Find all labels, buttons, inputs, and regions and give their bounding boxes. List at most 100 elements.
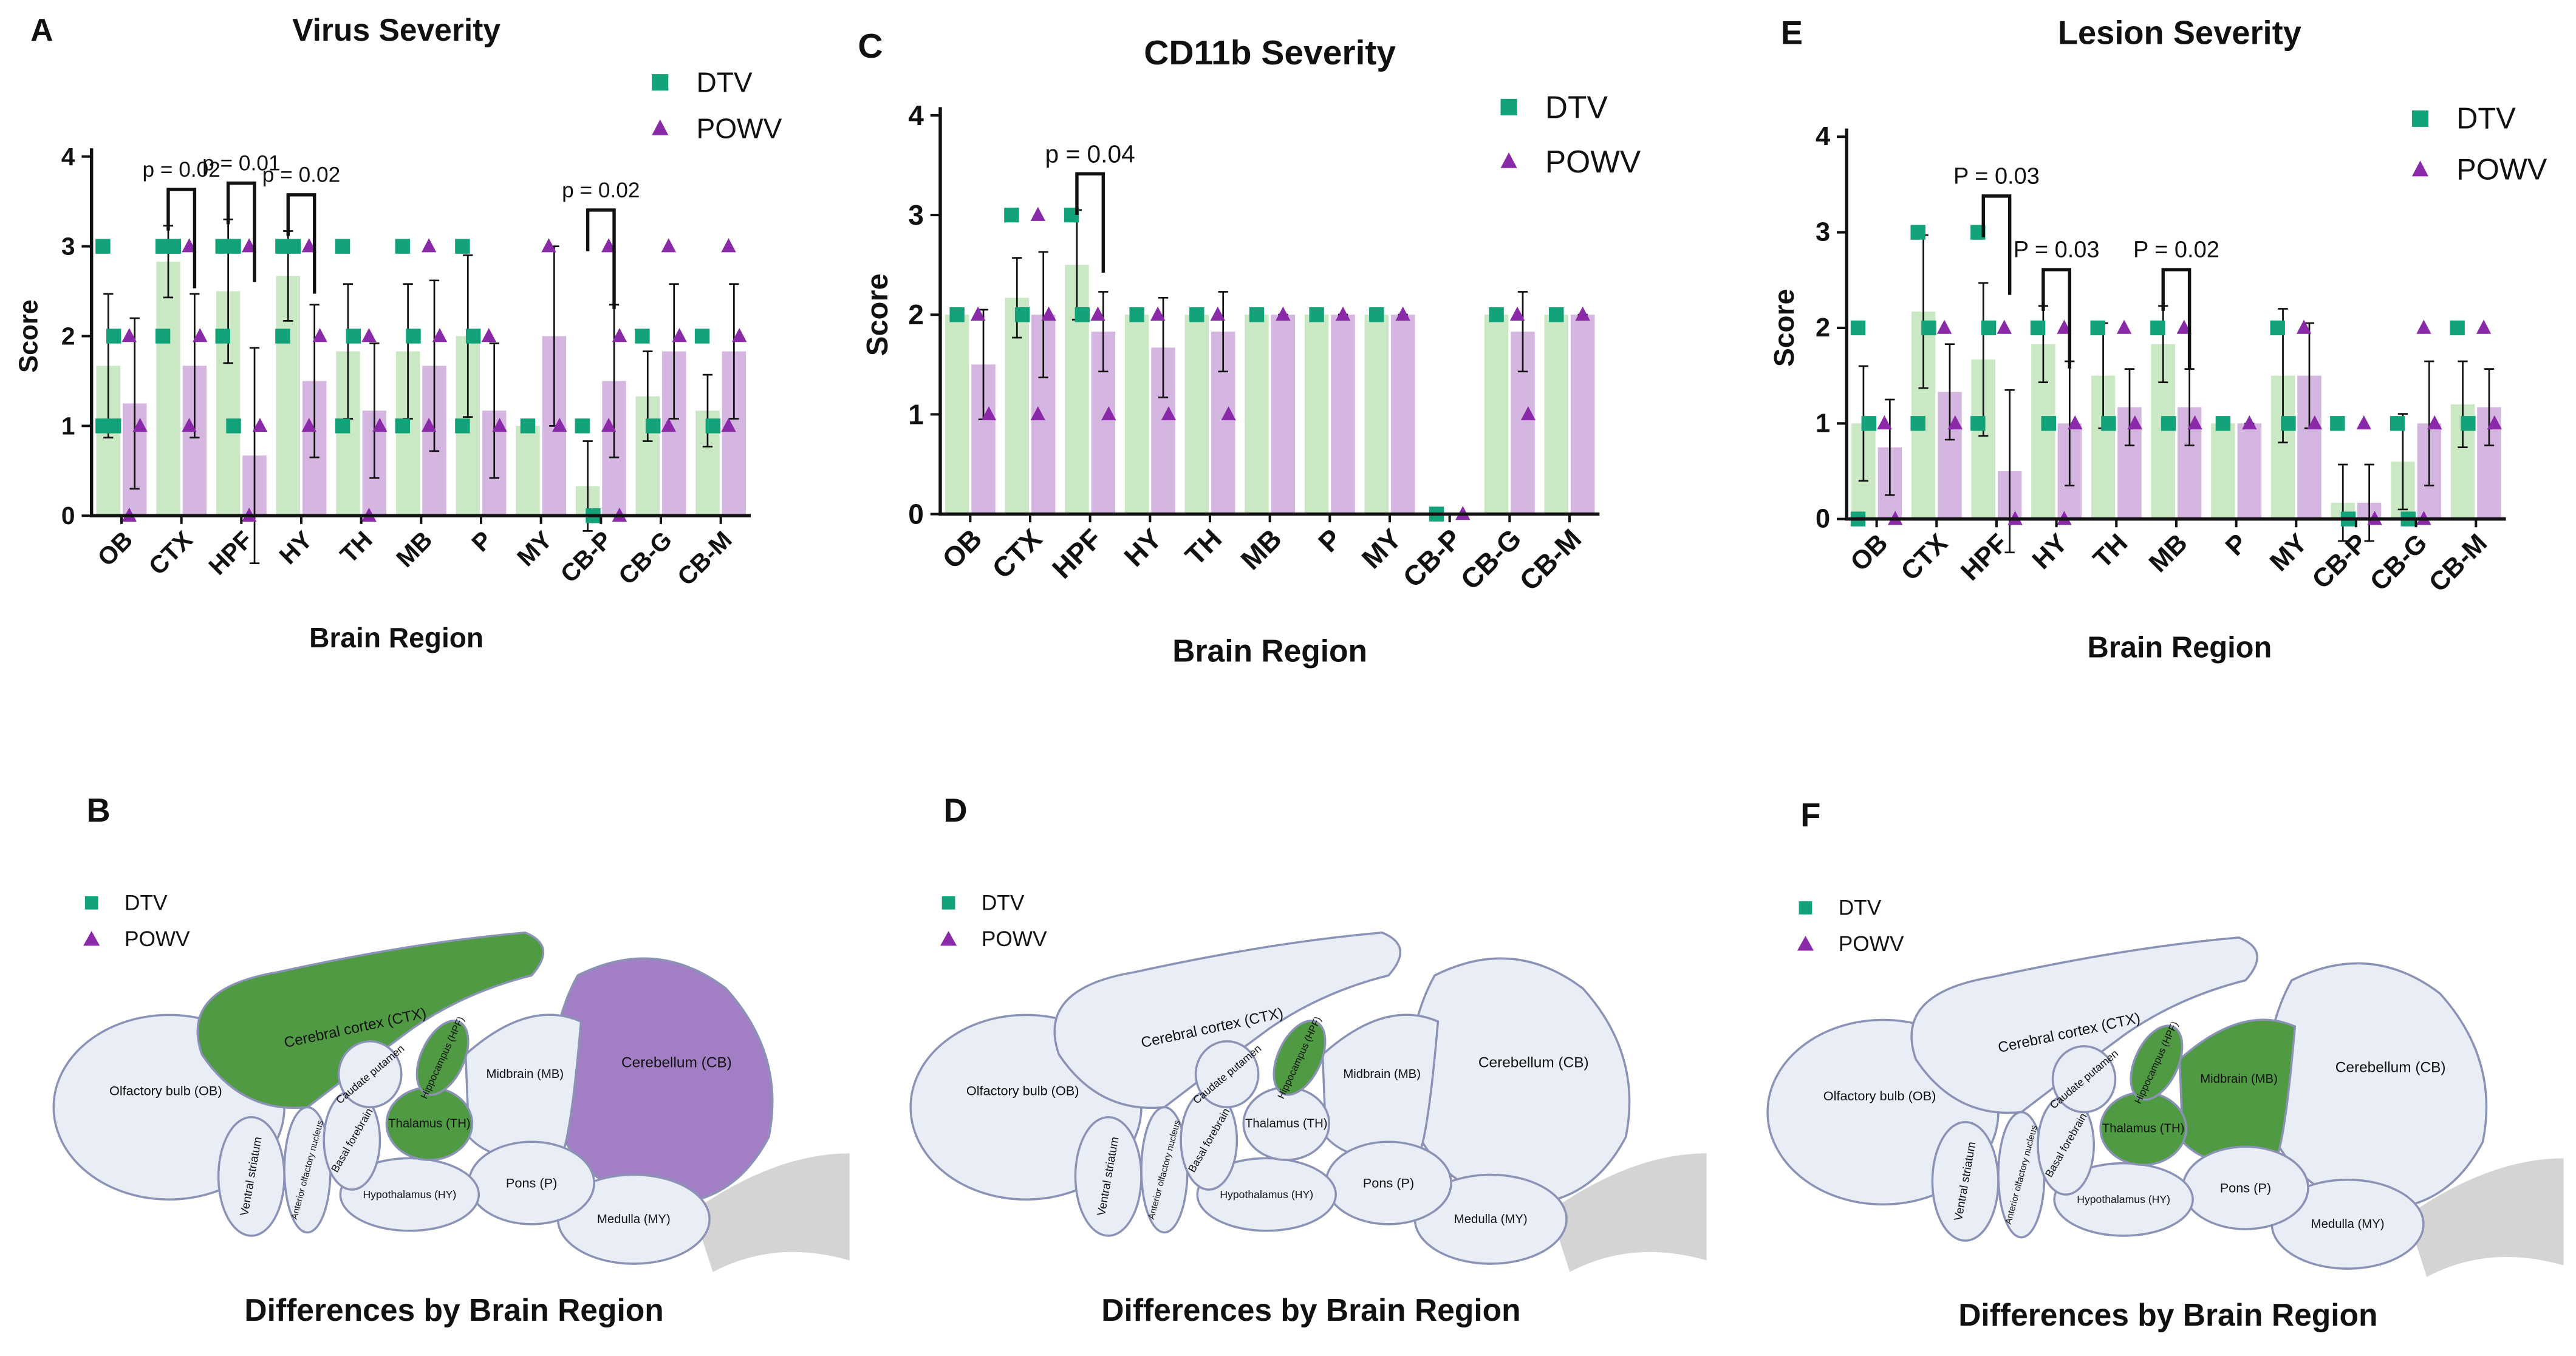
data-point [432,328,448,342]
data-point [2242,415,2257,430]
data-point [1249,307,1265,322]
legend-label: POWV [125,927,190,951]
data-point [520,418,536,434]
x-tick-label: HY [2027,528,2074,575]
bar [1245,315,1269,514]
brain-region [2051,1045,2117,1114]
data-point [312,328,327,342]
x-tick-label: P [2220,528,2253,561]
data-point [1520,406,1536,421]
data-point [335,418,350,434]
data-point [732,328,747,342]
significance-label: p = 0.04 [1045,140,1135,168]
data-point [1074,307,1090,322]
significance-label: P = 0.03 [1953,163,2040,189]
x-tick-label: CB-G [2365,528,2433,596]
data-point [635,329,650,344]
data-point [2215,416,2231,431]
data-point [552,417,567,432]
data-point [421,238,437,253]
x-tick-label: HY [1118,523,1167,573]
data-point [226,418,241,434]
data-point [2090,320,2105,336]
chart-panel: A Virus Severity Brain Region Score 0 1 2 3 4 DTV… [15,12,782,653]
legend-marker [2411,160,2429,177]
bar [1364,315,1389,514]
brain-region [1196,1157,1337,1232]
x-tick-label: OB [936,523,988,575]
data-point [465,329,481,344]
data-point [1997,319,2012,334]
data-point [226,239,241,254]
legend-label: POWV [696,113,782,145]
bar [1484,315,1509,514]
error-bar [2424,360,2434,486]
y-tick-label: 0 [908,499,924,530]
data-point [2176,319,2192,334]
data-point [1850,320,1866,336]
bar [1124,315,1149,514]
bar [1331,315,1355,514]
data-point [372,417,388,432]
legend-label: POWV [1839,932,1904,956]
error-bar [2338,463,2348,542]
data-point [575,418,590,434]
data-point [1861,416,1877,431]
data-point [301,417,317,432]
panel-label: D [943,792,967,829]
region-label: Medulla (MY) [597,1213,671,1226]
significance-bracket [1981,194,2012,295]
legend-marker [1797,936,1814,951]
y-tick-label: 4 [908,100,924,131]
data-point [721,417,736,432]
data-point [241,238,257,253]
data-point [705,418,721,434]
data-point [1030,206,1046,221]
y-tick-label: 4 [61,143,75,171]
y-tick-label: 3 [61,233,75,261]
brain-region [2178,1018,2297,1165]
data-point [1549,307,1564,322]
data-point [661,238,677,253]
error-bar [1158,296,1169,398]
brain-region [415,1020,470,1096]
x-tick-label: TH [1179,523,1228,571]
data-point [1921,320,1936,336]
error-bar [669,283,679,420]
region-label: Hypothalamus (HY) [2077,1193,2170,1205]
chart-panel: E Lesion Severity Brain Region Score 0 1 2 3 4 DT… [1768,15,2547,664]
brain-region [1321,1014,1440,1160]
legend-label: DTV [2456,102,2516,135]
data-point [2067,415,2083,430]
chart-title: CD11b Severity [1144,33,1396,72]
legend-label: POWV [982,927,1047,951]
legend-label: DTV [125,891,168,915]
data-point [2356,415,2371,430]
data-point [2127,415,2143,430]
region-label: Cerebellum (CB) [2335,1060,2446,1076]
region-label: Hypothalamus (HY) [363,1188,456,1201]
x-tick-label: CB-P [555,526,618,588]
y-tick-label: 3 [908,199,924,231]
region-label: Midbrain (MB) [1343,1068,1421,1081]
data-point [2427,415,2442,430]
x-tick-label: HY [274,526,318,570]
legend-marker [84,896,98,910]
data-point [694,329,710,344]
error-bar [729,283,739,420]
error-bar [489,342,499,479]
error-bar [1978,282,1989,437]
data-point [721,238,736,253]
significance-label: P = 0.02 [2133,237,2219,262]
chart-panel: C CD11b Severity Brain Region Score 0 1 2 3 4 DTV… [858,27,1641,669]
data-point [1395,306,1410,321]
data-point [301,238,317,253]
legend-marker [1799,901,1812,915]
data-point [1877,415,1892,430]
region-label: Thalamus (TH) [1245,1117,1328,1130]
region-label: Olfactory bulb (OB) [966,1083,1079,1099]
x-axis-label: Brain Region [309,622,483,653]
data-point [1129,307,1144,322]
y-tick-label: 1 [908,398,924,430]
